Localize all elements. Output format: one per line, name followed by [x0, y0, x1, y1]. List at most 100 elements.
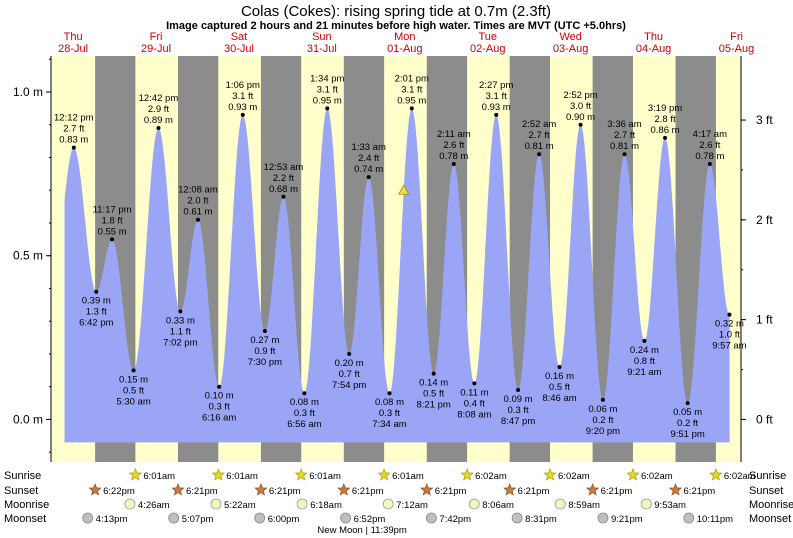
high-tide-time: 12:53 am	[264, 162, 304, 173]
moonrise-time: 9:53am	[654, 500, 686, 511]
sunset-time: 6:22pm	[103, 486, 135, 497]
high-tide-point	[537, 152, 542, 157]
moonrise-icon	[296, 498, 308, 510]
low-tide-metres: 0.33 m	[166, 315, 195, 326]
low-tide-time: 6:16 am	[202, 413, 236, 424]
high-tide-metres: 0.74 m	[354, 164, 383, 175]
moonset-time: 5:07pm	[182, 514, 214, 525]
y-tick-label-left: 1.0 m	[13, 85, 43, 99]
high-tide-feet: 2.7 ft	[63, 124, 84, 135]
high-tide-point	[325, 106, 330, 111]
high-tide-metres: 0.93 m	[482, 102, 511, 113]
y-tick-label-left: 0.0 m	[13, 412, 43, 426]
low-tide-feet: 1.1 ft	[170, 326, 191, 337]
low-tide-time: 9:51 pm	[670, 429, 704, 440]
low-tide-metres: 0.10 m	[205, 391, 234, 402]
moonrise-time: 8:59am	[568, 500, 600, 511]
moonset-icon	[254, 512, 266, 524]
moonrise-row-label-right: Moonrise	[749, 499, 793, 511]
low-tide-metres: 0.20 m	[335, 358, 364, 369]
high-tide-time: 12:42 pm	[139, 93, 179, 104]
low-tide-metres: 0.16 m	[545, 371, 574, 382]
high-tide-metres: 0.68 m	[269, 184, 298, 195]
low-tide-point	[178, 309, 183, 314]
moonrise-icon	[468, 498, 480, 510]
high-tide-feet: 2.2 ft	[273, 173, 294, 184]
sunset-time: 6:21pm	[435, 486, 467, 497]
high-tide-metres: 0.81 m	[610, 141, 639, 152]
sunrise-time: 6:02am	[724, 471, 756, 482]
moonset-icon	[511, 512, 523, 524]
low-tide-feet: 0.7 ft	[339, 369, 360, 380]
low-tide-point	[94, 289, 99, 294]
low-tide-metres: 0.06 m	[588, 404, 617, 415]
high-tide-point	[281, 194, 286, 199]
low-tide-time: 8:47 pm	[501, 416, 535, 427]
sunrise-time: 6:01am	[226, 471, 258, 482]
high-tide-feet: 2.4 ft	[358, 153, 379, 164]
high-tide-time: 2:52 am	[522, 119, 556, 130]
high-tide-point	[707, 162, 712, 167]
sunrise-row-label-right: Sunrise	[749, 470, 786, 482]
sunset-icon	[88, 483, 102, 496]
day-weekday: Sat	[231, 31, 248, 43]
low-tide-point	[600, 397, 605, 402]
high-tide-feet: 3.1 ft	[317, 84, 338, 95]
moonrise-icon	[640, 498, 652, 510]
sunrise-icon	[460, 468, 474, 481]
day-date: 30-Jul	[224, 43, 254, 55]
moonset-icon	[597, 512, 609, 524]
high-tide-point	[451, 162, 456, 167]
y-tick-label-left: 0.5 m	[13, 249, 43, 263]
day-date: 01-Aug	[387, 43, 422, 55]
low-tide-metres: 0.39 m	[82, 296, 111, 307]
high-tide-metres: 0.83 m	[59, 135, 88, 146]
low-tide-point	[302, 391, 307, 396]
y-tick-label-right: 0 ft	[756, 412, 773, 426]
high-tide-time: 1:33 am	[352, 142, 386, 153]
high-tide-time: 2:52 pm	[563, 90, 597, 101]
moonset-time: 6:52pm	[354, 514, 386, 525]
moonrise-icon	[210, 498, 222, 510]
low-tide-time: 7:30 pm	[248, 357, 282, 368]
high-tide-time: 3:19 pm	[648, 103, 682, 114]
high-tide-point	[663, 135, 668, 140]
moonset-row-label-right: Moonset	[749, 513, 791, 525]
day-weekday: Tue	[478, 31, 497, 43]
high-tide-metres: 0.78 m	[439, 151, 468, 162]
high-tide-time: 12:08 am	[178, 185, 218, 196]
y-tick-label-right: 2 ft	[756, 213, 773, 227]
sunrise-row-label-left: Sunrise	[4, 470, 41, 482]
high-tide-feet: 2.6 ft	[699, 140, 720, 151]
low-tide-feet: 0.8 ft	[634, 356, 655, 367]
moonrise-icon	[554, 498, 566, 510]
sunrise-icon	[543, 468, 557, 481]
high-tide-point	[240, 112, 245, 117]
tide-labels: 12:12 pm2.7 ft0.83 m0.39 m1.3 ft6:42 pm1…	[54, 73, 747, 440]
high-tide-feet: 3.0 ft	[570, 101, 591, 112]
high-tide-metres: 0.81 m	[525, 141, 554, 152]
tide-area	[64, 108, 730, 443]
high-tide-point	[156, 126, 161, 131]
sunrise-time: 6:01am	[309, 471, 341, 482]
chart-subtitle: Image captured 2 hours and 21 minutes be…	[166, 20, 626, 32]
low-tide-metres: 0.14 m	[419, 378, 448, 389]
low-tide-metres: 0.09 m	[504, 394, 533, 405]
moonset-time: 7:42pm	[439, 514, 471, 525]
moonset-icon	[168, 512, 180, 524]
low-tide-metres: 0.08 m	[290, 397, 319, 408]
y-tick-label-right: 1 ft	[756, 313, 773, 327]
high-tide-feet: 2.7 ft	[529, 130, 550, 141]
sunset-row-label-right: Sunset	[749, 485, 783, 497]
low-tide-metres: 0.32 m	[715, 319, 744, 330]
chart-title: Colas (Cokes): rising spring tide at 0.7…	[241, 3, 551, 20]
low-tide-feet: 0.3 ft	[508, 405, 529, 416]
high-tide-time: 2:01 pm	[395, 73, 429, 84]
sunset-time: 6:21pm	[518, 486, 550, 497]
high-tide-point	[578, 122, 583, 127]
low-tide-feet: 1.0 ft	[719, 330, 740, 341]
high-tide-time: 1:06 pm	[226, 80, 260, 91]
moonset-icon	[82, 512, 94, 524]
high-tide-point	[71, 145, 76, 150]
